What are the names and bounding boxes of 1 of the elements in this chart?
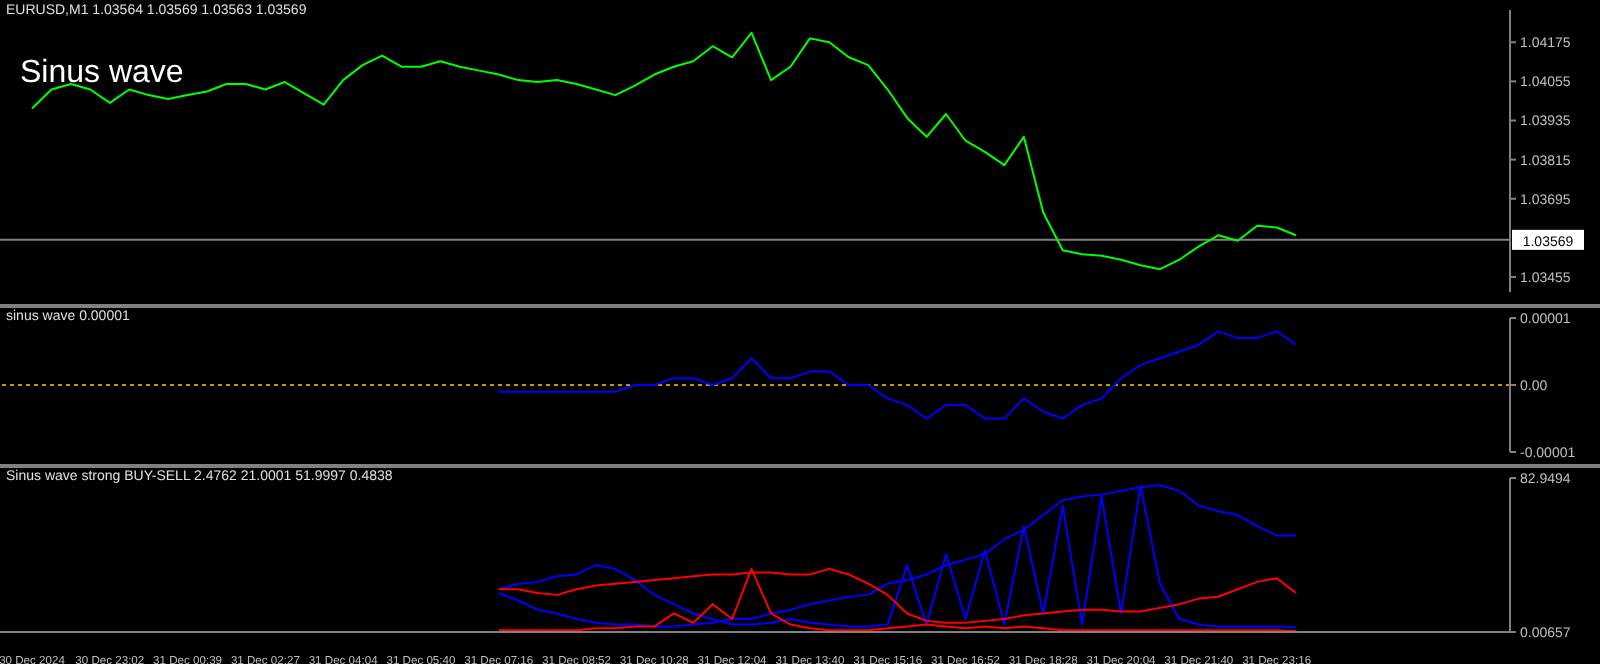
- annotation: Sinus wave: [20, 56, 184, 92]
